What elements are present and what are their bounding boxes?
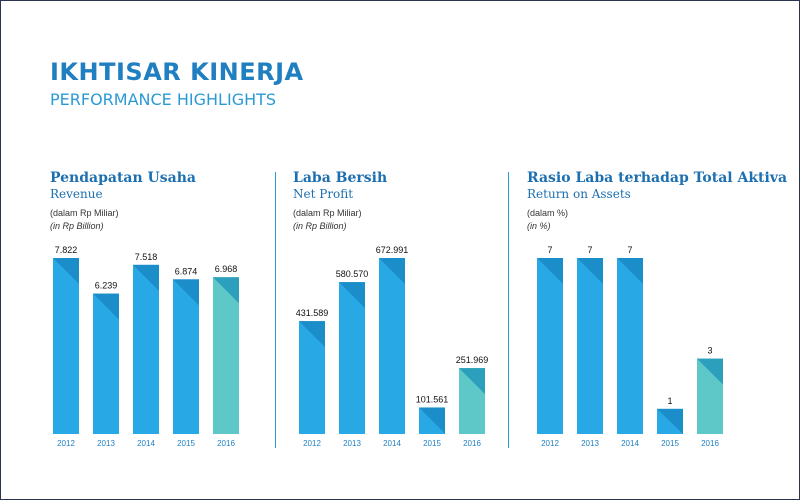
net-profit-panel-header: Laba Bersih Net Profit (dalam Rp Miliar)… bbox=[293, 170, 533, 232]
roa-2016-value-label: 3 bbox=[707, 346, 712, 356]
revenue-2013-bar-corner bbox=[93, 293, 119, 320]
revenue-2013-value-label: 6.239 bbox=[95, 281, 118, 291]
net-profit-2016-bar-corner bbox=[459, 368, 485, 395]
roa-title: Rasio Laba terhadap Total Aktiva bbox=[527, 170, 788, 186]
revenue-unit-en: (in Rp Billion) bbox=[50, 221, 104, 231]
net-profit-subtitle: Net Profit bbox=[293, 187, 354, 201]
revenue-title: Pendapatan Usaha bbox=[50, 170, 196, 186]
roa-2014-bar bbox=[617, 258, 643, 434]
revenue-2014-value-label: 7.518 bbox=[135, 252, 158, 262]
net-profit-2012-tick-label: 2012 bbox=[303, 439, 321, 448]
net-profit-2015-value-label: 101.561 bbox=[416, 394, 449, 404]
revenue-unit-id: (dalam Rp Miliar) bbox=[50, 208, 119, 218]
revenue-2015-bar-corner bbox=[173, 279, 199, 306]
roa-2012-value-label: 7 bbox=[547, 245, 552, 255]
roa-2013-value-label: 7 bbox=[587, 245, 592, 255]
net-profit-2012-bar-corner bbox=[299, 321, 325, 348]
net-profit-2015-bar-corner bbox=[419, 407, 445, 434]
revenue-2016-tick-label: 2016 bbox=[217, 439, 235, 448]
revenue-2014-bar-corner bbox=[133, 264, 159, 291]
revenue-2015-value-label: 6.874 bbox=[175, 266, 198, 276]
net-profit-unit-en: (in Rp Billion) bbox=[293, 221, 347, 231]
revenue-2012-bar-corner bbox=[53, 258, 79, 284]
revenue-2016-bar-corner bbox=[213, 277, 239, 304]
roa-2015-bar-corner bbox=[657, 408, 683, 434]
roa-2012-bar bbox=[537, 258, 563, 434]
net-profit-2013-tick-label: 2013 bbox=[343, 439, 361, 448]
revenue-panel-header: Pendapatan Usaha Revenue (dalam Rp Milia… bbox=[50, 170, 290, 232]
revenue-2016-bar bbox=[213, 277, 239, 434]
net-profit-2014-bar-corner bbox=[379, 258, 405, 284]
roa-subtitle: Return on Assets bbox=[527, 187, 631, 201]
revenue-2013-tick-label: 2013 bbox=[97, 439, 115, 448]
revenue-2012-bar bbox=[53, 258, 79, 434]
roa-2013-tick-label: 2013 bbox=[581, 439, 599, 448]
net-profit-2015-tick-label: 2015 bbox=[423, 439, 441, 448]
net-profit-2012-value-label: 431.589 bbox=[296, 308, 329, 318]
net-profit-2013-bar bbox=[339, 282, 365, 434]
net-profit-unit-id: (dalam Rp Miliar) bbox=[293, 208, 362, 218]
roa-2013-bar bbox=[577, 258, 603, 434]
revenue-2014-tick-label: 2014 bbox=[137, 439, 155, 448]
net-profit-2014-bar bbox=[379, 258, 405, 434]
panel-divider-1 bbox=[275, 172, 276, 448]
net-profit-title: Laba Bersih bbox=[293, 170, 388, 186]
roa-2012-bar-corner bbox=[537, 258, 563, 284]
revenue-2012-tick-label: 2012 bbox=[57, 439, 75, 448]
revenue-2015-bar bbox=[173, 279, 199, 434]
roa-panel-header: Rasio Laba terhadap Total Aktiva Return … bbox=[527, 170, 788, 232]
roa-2014-value-label: 7 bbox=[627, 245, 632, 255]
net-profit-2014-tick-label: 2014 bbox=[383, 439, 401, 448]
revenue-2015-tick-label: 2015 bbox=[177, 439, 195, 448]
roa-2016-tick-label: 2016 bbox=[701, 439, 719, 448]
revenue-2013-bar bbox=[93, 293, 119, 434]
net-profit-2013-value-label: 580.570 bbox=[336, 269, 369, 279]
roa-unit-id: (dalam %) bbox=[527, 208, 569, 218]
page-title: IKHTISAR KINERJA bbox=[50, 58, 304, 86]
revenue-subtitle: Revenue bbox=[50, 187, 103, 201]
revenue-2012-value-label: 7.822 bbox=[55, 245, 78, 255]
net-profit-2016-value-label: 251.969 bbox=[456, 355, 489, 365]
revenue-2014-bar bbox=[133, 264, 159, 434]
roa-2014-tick-label: 2014 bbox=[621, 439, 639, 448]
roa-unit-en: (in %) bbox=[527, 221, 551, 231]
net-profit-2013-bar-corner bbox=[339, 282, 365, 309]
panel-divider-2 bbox=[508, 172, 509, 448]
roa-2015-value-label: 1 bbox=[667, 396, 672, 406]
revenue-2016-value-label: 6.968 bbox=[215, 264, 238, 274]
net-profit-2016-tick-label: 2016 bbox=[463, 439, 481, 448]
net-profit-2014-value-label: 672.991 bbox=[376, 245, 409, 255]
roa-2013-bar-corner bbox=[577, 258, 603, 284]
roa-2012-tick-label: 2012 bbox=[541, 439, 559, 448]
roa-2015-tick-label: 2015 bbox=[661, 439, 679, 448]
roa-2014-bar-corner bbox=[617, 258, 643, 284]
roa-2016-bar-corner bbox=[697, 358, 723, 385]
page-subtitle: PERFORMANCE HIGHLIGHTS bbox=[50, 90, 277, 109]
